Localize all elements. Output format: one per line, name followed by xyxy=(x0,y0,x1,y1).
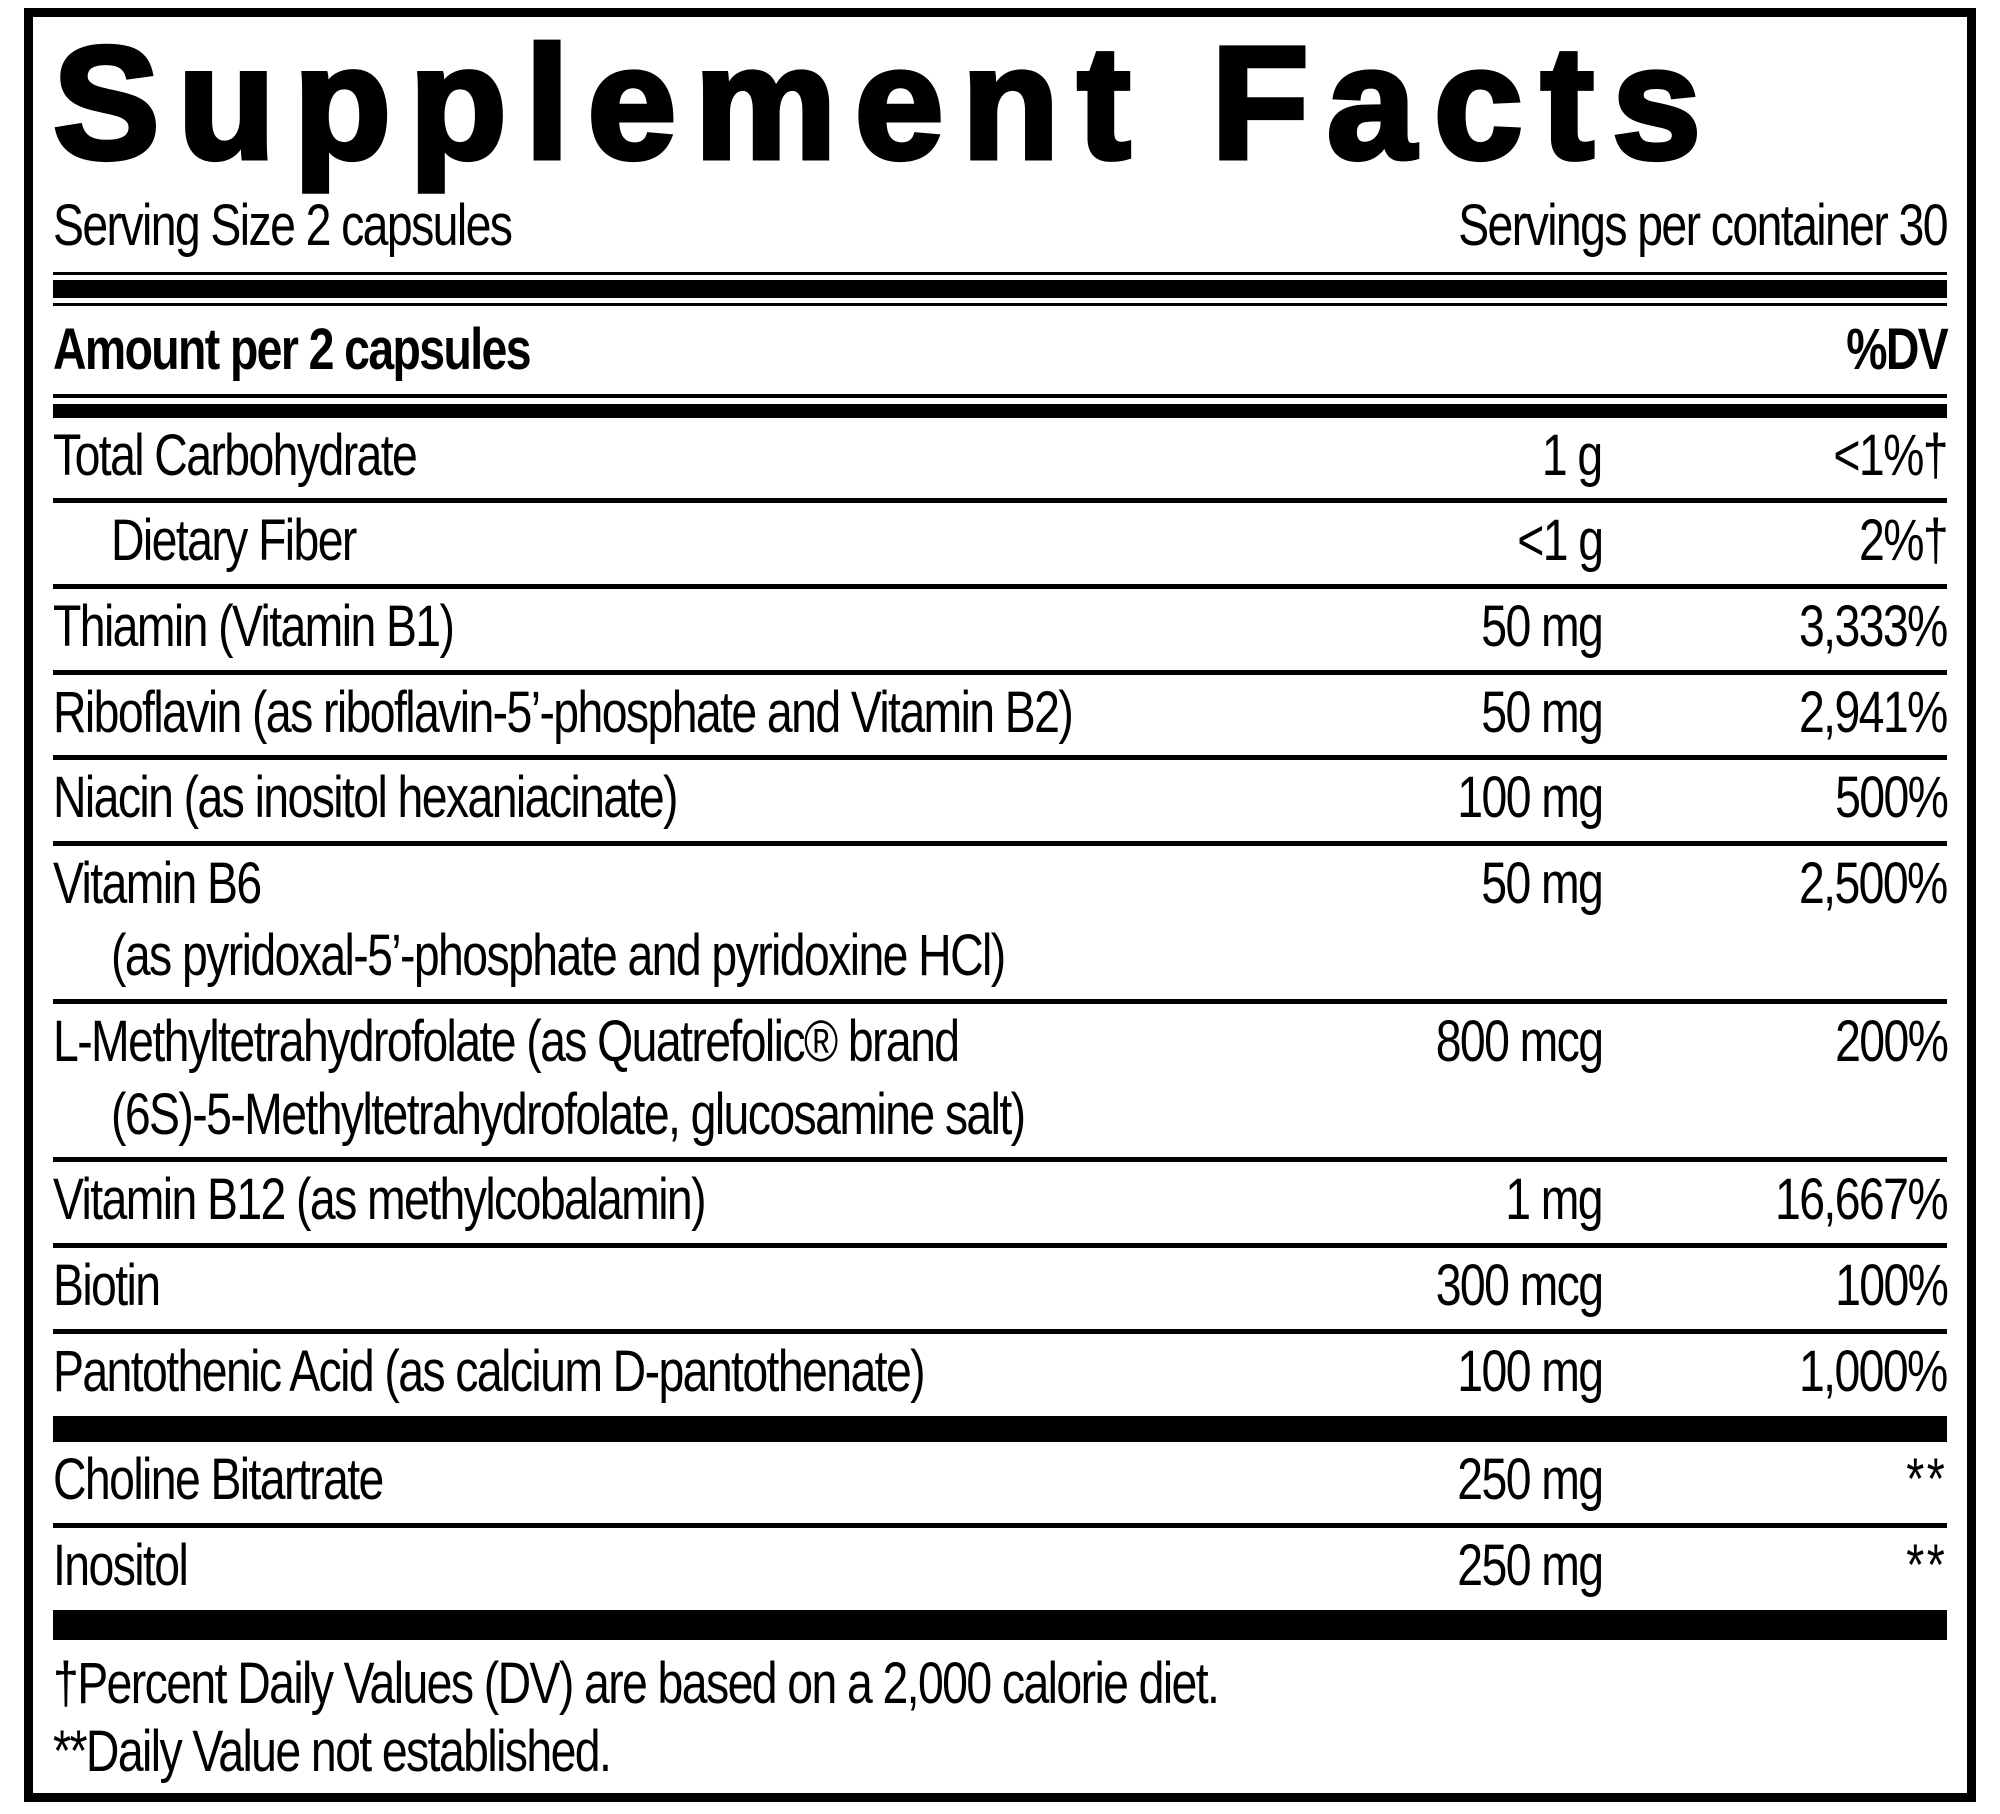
supplement-facts-panel: Supplement Facts Serving Size 2 capsules… xyxy=(24,8,1976,1802)
divider-bar-header xyxy=(53,403,1947,418)
nutrient-amount: 100 mg xyxy=(1456,765,1604,831)
nutrient-row-riboflavin: Riboflavin (as riboflavin-5’-phosphate a… xyxy=(53,675,1949,761)
nutrient-amount: 250 mg xyxy=(1456,1447,1604,1513)
nutrient-name: Vitamin B12 (as methylcobalamin) xyxy=(53,1167,707,1233)
nutrient-amount: 800 mcg xyxy=(1435,1009,1603,1075)
nutrient-dv-percent: 2%† xyxy=(1858,508,1949,574)
percent-dv-label: %DV xyxy=(1846,317,1949,383)
nutrient-row-vitamin-b6: Vitamin B6 (as pyridoxal-5’-phosphate an… xyxy=(53,846,1949,1005)
nutrient-dv-percent: 16,667% xyxy=(1775,1167,1949,1233)
nutrient-name: Biotin xyxy=(53,1252,161,1318)
nutrient-dv-percent: <1%† xyxy=(1833,422,1948,488)
nutrient-amount: 100 mg xyxy=(1456,1338,1604,1404)
nutrient-dv-percent: 100% xyxy=(1834,1252,1949,1318)
footnote-daily-values: †Percent Daily Values (DV) are based on … xyxy=(53,1651,1220,1717)
serving-size-label: Serving Size 2 capsules xyxy=(53,192,513,258)
nutrient-dv-asterisks: ** xyxy=(1906,1447,1947,1513)
nutrient-row-l-methyltetrahydrofolate: L-Methyltetrahydrofolate (as Quatrefolic… xyxy=(53,1004,1949,1163)
nutrient-name: Niacin (as inositol hexaniacinate) xyxy=(53,765,679,831)
nutrient-name: Total Carbohydrate xyxy=(53,422,418,488)
serving-info-row: Serving Size 2 capsules Servings per con… xyxy=(53,192,1949,258)
nutrient-row-inositol: Inositol 250 mg ** xyxy=(53,1528,1947,1609)
amount-per-serving-label: Amount per 2 capsules xyxy=(53,317,532,383)
nutrient-row-biotin: Biotin 300 mcg 100% xyxy=(53,1248,1949,1334)
nutrient-row-niacin: Niacin (as inositol hexaniacinate) 100 m… xyxy=(53,760,1949,846)
table-header-row: Amount per 2 capsules %DV xyxy=(53,306,1949,392)
nutrient-name-detail: (6S)-5-Methyltetrahydrofolate, glucosami… xyxy=(111,1081,1026,1147)
divider-bar-top xyxy=(53,280,1947,298)
nutrient-dv-percent: 1,000% xyxy=(1799,1338,1948,1404)
divider-rule-header xyxy=(53,394,1947,398)
nutrient-name: Thiamin (Vitamin B1) xyxy=(53,593,455,659)
nutrient-name: Choline Bitartrate xyxy=(53,1447,384,1513)
panel-title: Supplement Facts xyxy=(51,13,1720,192)
nutrient-name-detail: (as pyridoxal-5’-phosphate and pyridoxin… xyxy=(111,923,1006,989)
nutrient-name: L-Methyltetrahydrofolate (as Quatrefolic… xyxy=(53,1009,960,1075)
nutrient-dv-percent: 2,500% xyxy=(1799,850,1948,916)
nutrient-row-thiamin: Thiamin (Vitamin B1) 50 mg 3,333% xyxy=(53,589,1949,675)
section-divider-bar xyxy=(53,1416,1947,1443)
nutrient-amount: 50 mg xyxy=(1481,850,1604,916)
nutrient-table: Total Carbohydrate 1 g <1%† Dietary Fibe… xyxy=(53,418,1949,1641)
nutrient-dv-percent: 500% xyxy=(1834,765,1949,831)
nutrient-row-dietary-fiber: Dietary Fiber <1 g 2%† xyxy=(53,503,1949,589)
divider-rule-top-2 xyxy=(53,302,1947,307)
nutrient-row-pantothenic-acid: Pantothenic Acid (as calcium D-pantothen… xyxy=(53,1334,1949,1415)
nutrient-row-total-carbohydrate: Total Carbohydrate 1 g <1%† xyxy=(53,418,1949,504)
nutrient-name: Pantothenic Acid (as calcium D-pantothen… xyxy=(53,1338,926,1404)
nutrient-name: Vitamin B6 xyxy=(53,850,262,916)
nutrient-dv-percent: 200% xyxy=(1834,1009,1949,1075)
nutrient-amount: 50 mg xyxy=(1481,679,1604,745)
nutrient-amount: 1 g xyxy=(1542,422,1603,488)
nutrient-amount: 300 mcg xyxy=(1435,1252,1603,1318)
servings-per-container-label: Servings per container 30 xyxy=(1458,192,1948,258)
nutrient-dv-percent: 2,941% xyxy=(1799,679,1948,745)
nutrient-name: Dietary Fiber xyxy=(111,508,357,574)
nutrient-amount: 1 mg xyxy=(1505,1167,1603,1233)
divider-rule-top xyxy=(53,271,1947,276)
nutrient-name: Riboflavin (as riboflavin-5’-phosphate a… xyxy=(53,679,1074,745)
footnotes: †Percent Daily Values (DV) are based on … xyxy=(53,1650,1947,1785)
nutrient-row-choline-bitartrate: Choline Bitartrate 250 mg ** xyxy=(53,1442,1947,1528)
nutrient-amount: 50 mg xyxy=(1481,593,1604,659)
nutrient-name: Inositol xyxy=(53,1532,189,1598)
nutrient-dv-percent: 3,333% xyxy=(1799,593,1948,659)
nutrient-amount: <1 g xyxy=(1516,508,1604,574)
section-divider-bar-bottom xyxy=(53,1610,1947,1641)
nutrient-row-vitamin-b12: Vitamin B12 (as methylcobalamin) 1 mg 16… xyxy=(53,1162,1949,1248)
nutrient-amount: 250 mg xyxy=(1456,1532,1604,1598)
footnote-dv-not-established: **Daily Value not established. xyxy=(53,1718,612,1784)
nutrient-dv-asterisks: ** xyxy=(1906,1532,1947,1598)
